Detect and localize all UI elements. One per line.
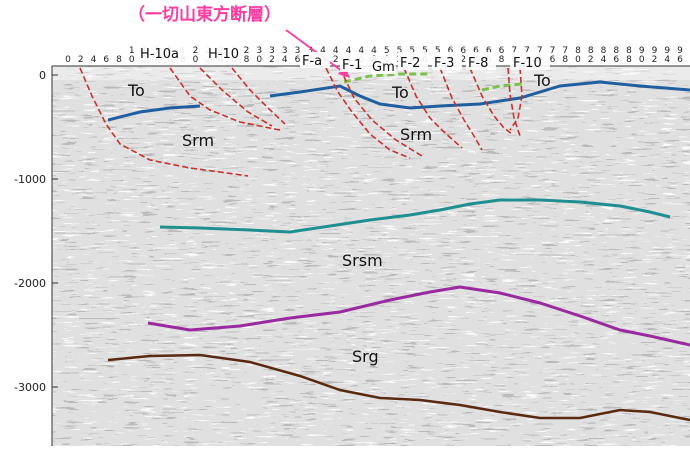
fault-label-fa: F-a [302, 54, 322, 69]
basement-horizon [107, 353, 690, 422]
depth-ticks: 0 -1000 -2000 -3000 [14, 69, 58, 394]
depth-tick-label: -2000 [14, 277, 46, 290]
fault-f3 [439, 67, 483, 151]
gm-unit-line-right [481, 82, 523, 92]
unit-label-to-left: To [127, 81, 145, 100]
fault-f2 [403, 67, 463, 149]
horizons [107, 72, 690, 422]
seismic-background [52, 66, 690, 446]
trace-number: 2 [78, 55, 84, 65]
depth-tick-label: -3000 [14, 381, 46, 394]
fault-f10 [509, 67, 523, 131]
fault-h10a-1 [79, 67, 249, 177]
faults [79, 67, 523, 177]
fault-f1 [339, 67, 423, 157]
depth-tick-label: 0 [39, 69, 46, 82]
fault-h10-1 [199, 67, 273, 127]
trace-number: 6 [103, 55, 109, 65]
unit-label-srm-mid: Srm [400, 125, 432, 144]
annotation-text: （一切山東方断層） [128, 4, 281, 25]
fault-label-group: H-10a H-10 F-a F-1 Gm F-2 F-3 F-8 F-10 [136, 44, 550, 75]
fault-h10-2 [231, 67, 286, 125]
fault-fa [325, 67, 411, 159]
fault-label-f1: F-1 [342, 58, 362, 73]
unit-label-to-mid: To [391, 83, 409, 102]
fault-f10-b [507, 67, 521, 137]
fault-label-f8: F-8 [468, 56, 488, 71]
unit-label-group: To Srm To Srm To Srsm Srg [127, 71, 551, 366]
unit-label-srsm: Srsm [342, 251, 383, 270]
fault-label-h10a: H-10a [140, 47, 179, 62]
fault-h10a-2 [169, 67, 281, 131]
to-horizon-left [107, 104, 201, 122]
trace-number: 8 [116, 55, 122, 65]
trace-number: 0 [65, 55, 71, 65]
fault-label-gm: Gm [372, 60, 395, 75]
unit-label-srm-left: Srm [182, 131, 214, 150]
unit-label-to-right: To [533, 71, 551, 90]
labels: （一切山東方断層） H-10a H-10 F-a F-1 Gm F-2 F-3 … [127, 4, 551, 366]
trace-number: 4 [91, 55, 97, 65]
unit-label-srg: Srg [352, 347, 379, 366]
fault-label-f2: F-2 [400, 56, 420, 71]
fault-f8 [469, 67, 513, 135]
fault-label-f10: F-10 [513, 56, 542, 71]
to-horizon-right [269, 80, 690, 110]
gm-unit-line [343, 72, 430, 84]
fault-label-h10: H-10 [208, 47, 239, 62]
fault-label-f3: F-3 [434, 56, 454, 71]
srsm-horizon [159, 198, 671, 234]
depth-tick-label: -1000 [14, 173, 46, 186]
srg-horizon [147, 285, 690, 347]
